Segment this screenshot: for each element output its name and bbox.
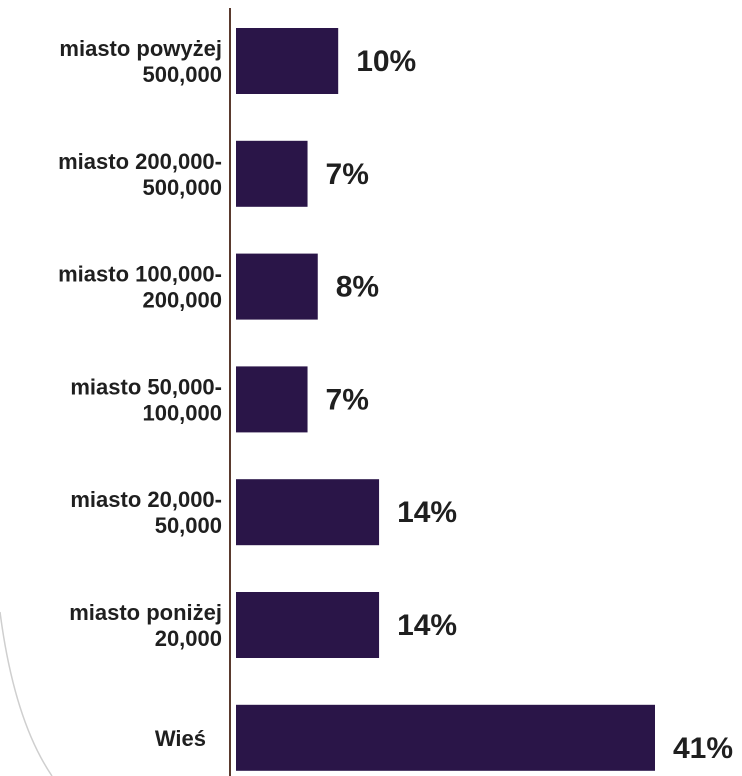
category-label-line: 500,000 — [142, 62, 222, 87]
bars-layer — [236, 28, 655, 771]
decorative-arc — [0, 611, 53, 776]
category-label-4: miasto 50,000-100,000 — [70, 374, 222, 425]
data-label-4: 7% — [326, 383, 369, 416]
bar-3 — [236, 253, 318, 320]
bar-4 — [236, 366, 308, 433]
bar-5 — [236, 479, 380, 546]
data-label-1: 10% — [356, 45, 416, 78]
data-label-3: 8% — [336, 271, 379, 304]
data-label-6: 14% — [397, 609, 457, 642]
data-label-2: 7% — [326, 158, 369, 191]
bar-7 — [236, 704, 655, 771]
category-label-line: 500,000 — [142, 175, 222, 200]
category-label-7: Wieś — [155, 726, 206, 751]
category-label-line: miasto powyżej — [59, 36, 222, 61]
category-label-line: miasto poniżej — [69, 600, 222, 625]
bar-2 — [236, 140, 308, 207]
category-label-1: miasto powyżej 500,000 — [59, 36, 222, 87]
bar-1 — [236, 28, 339, 94]
category-label-line: 50,000 — [155, 513, 222, 538]
category-label-6: miasto poniżej 20,000 — [69, 600, 222, 651]
bar-6 — [236, 592, 380, 658]
data-label-7: 41% — [673, 732, 733, 765]
category-label-line: miasto 200,000- — [58, 149, 222, 174]
category-label-line: 20,000 — [155, 626, 222, 651]
data-label-5: 14% — [397, 496, 457, 529]
category-label-5: miasto 20,000-50,000 — [70, 487, 222, 538]
category-label-line: miasto 50,000- — [70, 374, 222, 399]
category-label-line: Wieś — [155, 726, 206, 751]
category-label-2: miasto 200,000-500,000 — [58, 149, 222, 200]
category-label-line: 200,000 — [142, 288, 222, 313]
category-label-line: miasto 100,000- — [58, 262, 222, 287]
category-label-line: 100,000 — [142, 400, 222, 425]
category-label-line: miasto 20,000- — [70, 487, 222, 512]
category-label-3: miasto 100,000-200,000 — [58, 262, 222, 313]
